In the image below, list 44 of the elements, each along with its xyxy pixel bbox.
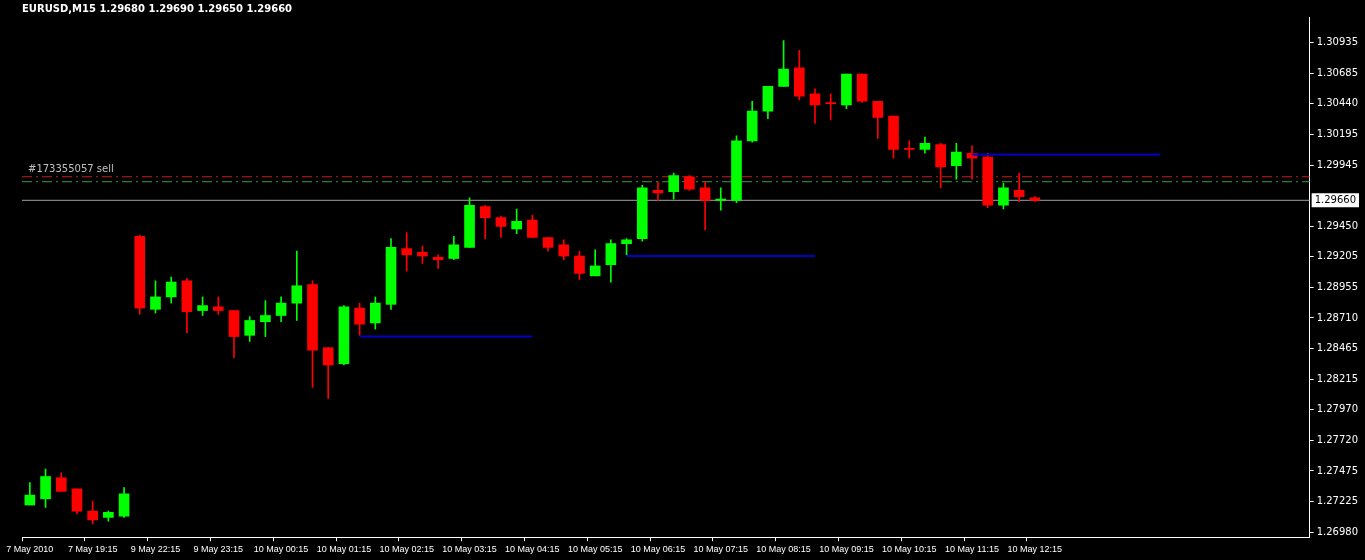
x-tick-label: 10 May 11:15: [945, 544, 999, 555]
y-tick-label: 1.27225: [1316, 495, 1359, 507]
x-tick-label: 7 May 2010: [6, 544, 54, 555]
candlestick: [291, 250, 303, 321]
y-tick-label: 1.26980: [1316, 525, 1359, 537]
x-tick-label: 10 May 00:15: [253, 544, 309, 555]
candlestick: [715, 187, 727, 211]
candlestick: [652, 181, 664, 201]
x-tick-label: 10 May 05:15: [567, 544, 623, 555]
ref-line-label: #173355057 sell: [28, 163, 114, 175]
x-tick-label: 10 May 10:15: [881, 544, 937, 555]
y-tick-label: 1.27970: [1316, 403, 1359, 415]
x-tick-label: 9 May 22:15: [130, 544, 181, 555]
y-tick-label: 1.28955: [1316, 281, 1359, 293]
y-tick-label: 1.30440: [1316, 97, 1359, 109]
x-tick-label: 10 May 01:15: [316, 544, 372, 555]
x-tick-label: 10 May 06:15: [630, 544, 686, 555]
y-tick-label: 1.27475: [1316, 464, 1359, 476]
x-tick-label: 10 May 08:15: [756, 544, 811, 555]
x-tick-label: 10 May 04:15: [505, 544, 560, 555]
y-tick-label: 1.30195: [1316, 127, 1359, 139]
y-tick-label: 1.28710: [1316, 311, 1359, 323]
candlestick: [825, 93, 837, 121]
y-tick-label: 1.29205: [1316, 250, 1359, 262]
candlestick: [401, 232, 413, 272]
x-tick-label: 9 May 23:15: [193, 544, 244, 555]
chart-title: EURUSD,M15 1.29680 1.29690 1.29650 1.29660: [22, 2, 293, 14]
y-tick-label: 1.27720: [1316, 434, 1359, 446]
candlestick: [903, 140, 915, 159]
y-tick-label: 1.28215: [1316, 372, 1359, 384]
x-tick-label: 7 May 19:15: [67, 544, 118, 555]
candlestick: [432, 254, 444, 269]
y-tick-label: 1.29945: [1316, 158, 1359, 170]
ref-line-label: 1.29660: [1314, 193, 1357, 205]
candlestick: [1013, 172, 1025, 202]
y-tick-label: 1.29450: [1316, 219, 1359, 231]
x-tick-label: 10 May 12:15: [1007, 544, 1063, 555]
y-tick-label: 1.28465: [1316, 341, 1359, 353]
y-tick-label: 1.30935: [1316, 35, 1359, 47]
x-tick-label: 10 May 09:15: [819, 544, 874, 555]
x-tick-label: 10 May 02:15: [379, 544, 434, 555]
x-tick-label: 10 May 07:15: [693, 544, 749, 555]
y-tick-label: 1.30685: [1316, 66, 1359, 78]
x-tick-label: 10 May 03:15: [442, 544, 497, 555]
